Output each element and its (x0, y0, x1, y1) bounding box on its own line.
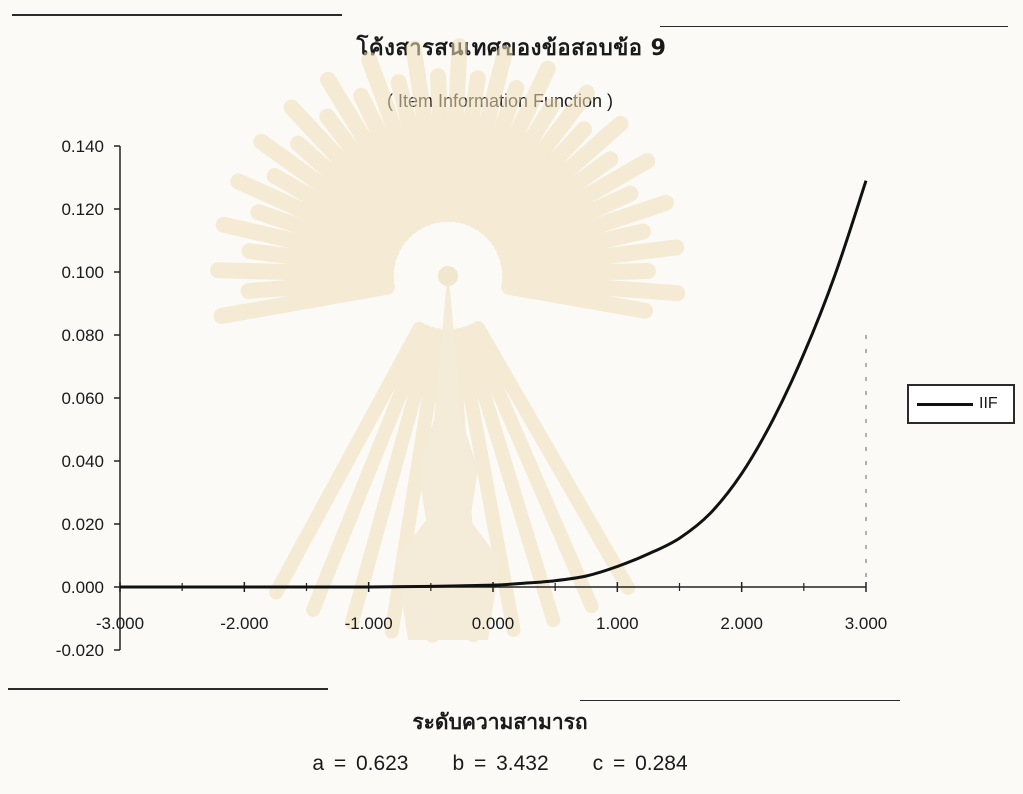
watermark-ray (443, 38, 468, 223)
series-group (120, 180, 868, 589)
y-tick-label: 0.140 (61, 137, 104, 156)
watermark-ray (213, 278, 395, 324)
x-tick-labels: -3.000 -2.000 -1.000 0.000 1.000 2.000 3.000 (96, 614, 887, 633)
watermark-ray (501, 278, 653, 319)
watermark-ray (361, 51, 435, 226)
watermark-ray (498, 194, 675, 265)
watermark-ray (451, 327, 521, 637)
watermark-ray (306, 324, 433, 617)
watermark-ray (253, 133, 406, 248)
x-tick-label: 3.000 (845, 614, 888, 633)
x-tick-label: 0.000 (472, 614, 515, 633)
param-a: a = 0.623 (312, 752, 409, 775)
y-tick-label: 0.060 (61, 389, 104, 408)
watermark-ray (215, 216, 396, 271)
watermark-ray (405, 40, 447, 223)
x-axis-label: ระดับความสามารถ (412, 710, 588, 734)
watermark-ray (461, 80, 525, 226)
y-tick-label: 0.000 (61, 578, 104, 597)
watermark-knob (438, 266, 458, 286)
watermark-ray (283, 99, 414, 239)
watermark-ray (430, 68, 453, 223)
watermark-ray (455, 45, 513, 224)
y-tick-labels: 0.140 0.120 0.100 0.080 0.060 0.040 0.020 0.000… (56, 137, 104, 660)
watermark-ray (493, 153, 656, 253)
watermark-ray (501, 272, 686, 302)
param-b: b = 3.432 (452, 752, 549, 775)
watermark-ray (319, 108, 419, 235)
y-tick-label: 0.100 (61, 263, 104, 282)
watermark-ray (320, 71, 424, 232)
x-tick-label: -1.000 (345, 614, 393, 633)
watermark-emblem (210, 38, 686, 643)
watermark-ray (472, 97, 561, 232)
x-tick-label: -2.000 (220, 614, 268, 633)
bottom-rule-right (580, 700, 900, 701)
watermark-ray (501, 263, 656, 283)
watermark-ray (500, 223, 651, 271)
watermark-ray (241, 243, 395, 277)
x-tick-label: 2.000 (720, 614, 763, 633)
watermark-ray (482, 121, 593, 239)
watermark-ray (390, 74, 441, 224)
watermark-ray (266, 168, 403, 253)
watermark-ray (477, 84, 595, 235)
watermark-ray (466, 60, 556, 229)
watermark-ray (240, 272, 395, 299)
x-tick-label: -3.000 (96, 614, 144, 633)
bottom-rule-left (8, 688, 328, 690)
watermark-ray (464, 324, 599, 614)
y-tick-label: 0.080 (61, 326, 104, 345)
y-tick-label: 0.120 (61, 200, 104, 219)
watermark-ray (250, 204, 398, 265)
legend-label-iif: IIF (979, 395, 998, 412)
top-rule-right (660, 26, 1008, 27)
watermark-ray (490, 151, 619, 248)
watermark-ray (486, 115, 629, 243)
item-parameters: a = 0.623 b = 3.432 c = 0.284 (0, 752, 1000, 776)
watermark-ray (471, 320, 635, 595)
watermark-ray (210, 262, 395, 283)
watermark-ray (496, 185, 639, 259)
y-tick-label: 0.020 (61, 515, 104, 534)
param-c: c = 0.284 (592, 752, 688, 775)
y-tick-label: -0.020 (56, 641, 104, 660)
series-line-iif (120, 180, 868, 589)
watermark-spire (396, 268, 500, 640)
watermark-ray (344, 326, 439, 630)
watermark-ray (269, 321, 427, 600)
watermark-ray (230, 173, 400, 259)
watermark-ray (290, 135, 410, 243)
legend-swatch-iif (917, 402, 973, 406)
watermark-ray (501, 239, 685, 277)
legend: IIF (907, 384, 1015, 424)
watermark-ray (458, 326, 561, 628)
top-rule-left (12, 14, 342, 16)
x-tick-label: 1.000 (596, 614, 639, 633)
y-tick-label: 0.040 (61, 452, 104, 471)
watermark-ray (353, 87, 430, 229)
watermark-ray (449, 70, 486, 223)
